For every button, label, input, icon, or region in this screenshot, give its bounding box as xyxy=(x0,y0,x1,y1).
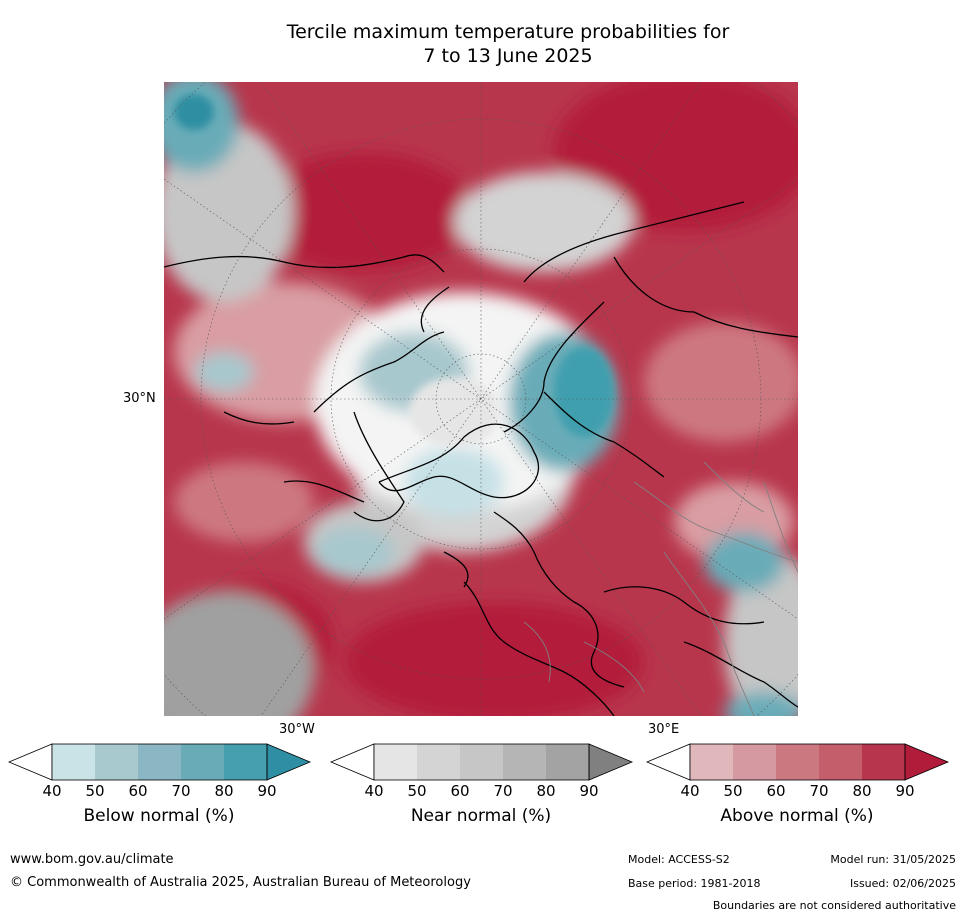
colorbar-below-outline xyxy=(51,743,268,781)
graticule xyxy=(164,82,798,716)
map-title-line1: Tercile maximum temperature probabilitie… xyxy=(286,21,730,43)
colorbar-above-bin xyxy=(819,744,862,780)
colorbar-near-bin xyxy=(374,744,417,780)
colorbar-near-tick: 90 xyxy=(579,782,599,800)
colorbar-near-bin xyxy=(546,744,589,780)
colorbar-above-bin xyxy=(776,744,819,780)
colorbar-below-tick: 70 xyxy=(171,782,191,800)
lon-label-30e: 30°E xyxy=(648,722,680,737)
colorbar-below-bin xyxy=(181,744,224,780)
colorbar-below-extend-low xyxy=(7,743,53,781)
colorbar-near-tick: 50 xyxy=(407,782,427,800)
colorbar-below: 40 50 60 70 80 90 xyxy=(7,743,312,800)
footer-issued: Issued: 02/06/2025 xyxy=(849,877,956,890)
colorbar-below-tick: 40 xyxy=(42,782,62,800)
colorbar-above-tick: 40 xyxy=(680,782,700,800)
colorbar-near-bin xyxy=(503,744,546,780)
colorbar-above-tick: 80 xyxy=(852,782,872,800)
footer-website: www.bom.gov.au/climate xyxy=(10,852,174,867)
colorbar-near-extend-high xyxy=(588,743,634,781)
colorbar-above-tick: 90 xyxy=(895,782,915,800)
map-graphic xyxy=(164,82,798,716)
colorbar-below-tick: 60 xyxy=(128,782,148,800)
colorbar-above-tick: 70 xyxy=(809,782,829,800)
colorbar-near-extend-low xyxy=(329,743,375,781)
footer-copyright: © Commonwealth of Australia 2025, Austra… xyxy=(10,875,471,890)
colorbar-above-bin xyxy=(733,744,776,780)
colorbar-below-tick: 90 xyxy=(257,782,277,800)
map-title: Tercile maximum temperature probabilitie… xyxy=(160,20,856,68)
colorbar-below-bin xyxy=(95,744,138,780)
colorbar-above-bin xyxy=(690,744,733,780)
colorbar-above-ticks: 40 50 60 70 80 90 xyxy=(647,780,947,800)
colorbar-below-graphic xyxy=(7,743,312,781)
colorbar-below-tick: 80 xyxy=(214,782,234,800)
lon-label-30w: 30°W xyxy=(279,722,315,737)
footer-model: Model: ACCESS-S2 xyxy=(628,853,730,866)
colorbar-near-label: Near normal (%) xyxy=(410,806,552,826)
colorbar-above-graphic xyxy=(645,743,950,781)
map-title-line2: 7 to 13 June 2025 xyxy=(423,45,593,67)
colorbar-near-bin xyxy=(417,744,460,780)
colorbar-below-extend-high xyxy=(266,743,312,781)
colorbar-below-bin xyxy=(224,744,267,780)
colorbar-below-bin xyxy=(138,744,181,780)
footer-model-run: Model run: 31/05/2025 xyxy=(830,853,956,866)
colorbar-near-bin xyxy=(460,744,503,780)
colorbar-near-outline xyxy=(373,743,590,781)
colorbar-above-extend-low xyxy=(645,743,691,781)
colorbar-below-tick: 50 xyxy=(85,782,105,800)
footer-disclaimer: Boundaries are not considered authoritat… xyxy=(712,899,956,912)
borders xyxy=(523,461,798,716)
colorbar-above: 40 50 60 70 80 90 xyxy=(645,743,950,800)
footer-base-period: Base period: 1981-2018 xyxy=(628,877,761,890)
colorbar-above-tick: 60 xyxy=(766,782,786,800)
colorbar-near-ticks: 40 50 60 70 80 90 xyxy=(331,780,631,800)
colorbar-above-outline xyxy=(689,743,906,781)
probability-map xyxy=(164,82,798,716)
colorbar-below-ticks: 40 50 60 70 80 90 xyxy=(9,780,309,800)
colorbar-near-graphic xyxy=(329,743,634,781)
colorbar-above-tick: 50 xyxy=(723,782,743,800)
colorbar-below-bin xyxy=(52,744,95,780)
colorbar-near-tick: 70 xyxy=(493,782,513,800)
colorbar-near-tick: 60 xyxy=(450,782,470,800)
colorbar-above-label: Above normal (%) xyxy=(720,806,874,826)
colorbar-near-tick: 40 xyxy=(364,782,384,800)
lat-label-30n: 30°N xyxy=(123,391,156,406)
colorbar-near: 40 50 60 70 80 90 xyxy=(329,743,634,800)
colorbar-below-label: Below normal (%) xyxy=(83,806,235,826)
colorbar-near-tick: 80 xyxy=(536,782,556,800)
coastlines xyxy=(164,201,798,716)
colorbar-above-bin xyxy=(862,744,905,780)
colorbar-above-extend-high xyxy=(904,743,950,781)
